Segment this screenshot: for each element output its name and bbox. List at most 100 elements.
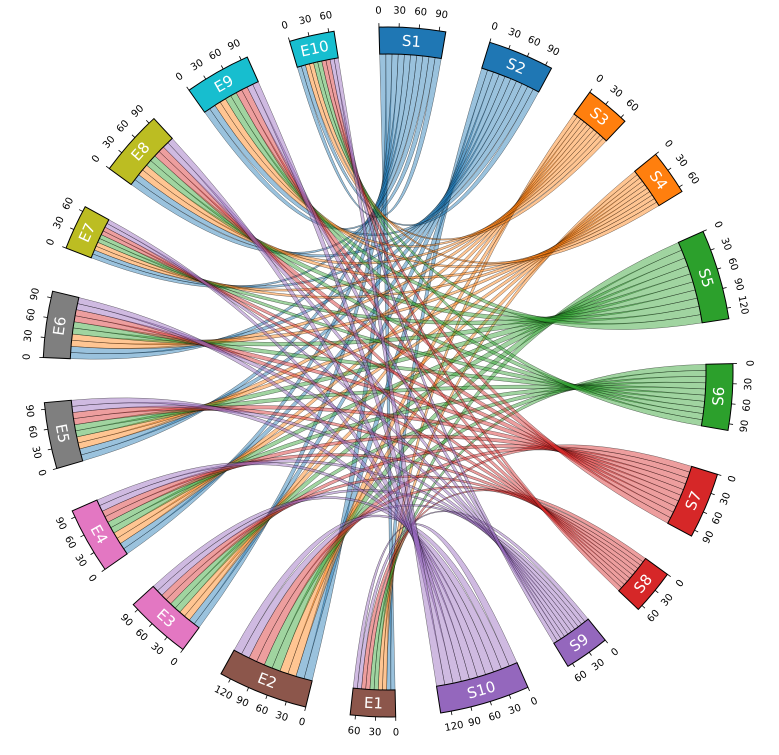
tick-label-s10-30: 30: [507, 703, 523, 718]
tick-mark-s9-60: [572, 663, 575, 668]
segment-s5: [677, 230, 730, 324]
tick-label-e9-60: 60: [207, 47, 223, 63]
tick-label-s9-30: 30: [590, 657, 607, 673]
tick-label-e6-60: 60: [25, 308, 38, 322]
tick-mark-s8-0: [667, 573, 671, 577]
tick-mark-s9-0: [604, 639, 609, 644]
tick-mark-e4-0: [101, 569, 106, 572]
tick-label-e3-60: 60: [133, 627, 150, 644]
tick-label-e2-90: 90: [234, 695, 250, 710]
tick-mark-s10-120: [450, 711, 453, 716]
tick-label-s10-120: 120: [444, 720, 465, 734]
tick-label-e2-60: 60: [254, 703, 270, 718]
tick-mark-s2-60: [527, 52, 530, 57]
tick-mark-s7-90: [694, 529, 699, 533]
segment-label-e6: E6: [49, 315, 69, 336]
tick-mark-s4-0: [655, 151, 659, 155]
tick-label-e6-0: 0: [22, 353, 33, 360]
tick-mark-e2-120: [228, 678, 231, 683]
tick-mark-s5-90: [722, 287, 727, 289]
tick-mark-e3-0: [180, 649, 184, 653]
tick-label-e4-90: 90: [53, 516, 68, 532]
tick-mark-s8-30: [654, 589, 659, 594]
segment-s10: [435, 661, 529, 714]
tick-mark-s4-60: [678, 184, 683, 188]
tick-label-e5-0: 0: [35, 468, 47, 477]
tick-mark-e7-60: [78, 209, 83, 212]
tick-label-e8-30: 30: [101, 134, 118, 151]
tick-mark-s3-30: [605, 101, 609, 105]
tick-mark-s10-90: [470, 706, 473, 711]
tick-mark-e2-60: [265, 695, 268, 700]
tick-label-s10-0: 0: [529, 696, 539, 709]
segment-s8: [618, 557, 669, 611]
tick-label-e3-30: 30: [148, 641, 165, 658]
tick-label-s2-0: 0: [490, 21, 499, 33]
tick-mark-e3-30: [164, 636, 168, 641]
tick-label-s7-60: 60: [710, 510, 725, 526]
tick-label-s10-60: 60: [487, 710, 502, 724]
tick-label-e6-90: 90: [29, 287, 42, 302]
tick-label-s5-0: 0: [711, 220, 724, 230]
tick-mark-s10-60: [489, 701, 492, 706]
segment-s4: [633, 153, 683, 207]
tick-label-s7-90: 90: [701, 529, 717, 545]
segment-e2: [220, 649, 313, 708]
tick-mark-e10-0: [288, 37, 290, 42]
tick-mark-e6-90: [47, 296, 52, 299]
segment-s2: [481, 41, 553, 93]
tick-mark-s8-60: [641, 605, 646, 609]
tick-mark-s5-60: [717, 267, 722, 270]
tick-label-e9-90: 90: [226, 38, 242, 53]
segment-e7: [65, 206, 110, 259]
tick-mark-e8-60: [131, 134, 136, 138]
segment-label-s6: S6: [709, 386, 728, 406]
tick-label-e3-0: 0: [168, 656, 180, 669]
tick-label-s7-0: 0: [727, 474, 739, 483]
segment-label-e2: E2: [255, 669, 279, 693]
tick-mark-s5-30: [710, 248, 715, 251]
segment-e6: [42, 290, 80, 360]
tick-label-s9-0: 0: [609, 646, 621, 659]
tick-mark-e3-90: [134, 609, 139, 613]
tick-mark-s5-0: [702, 229, 707, 232]
tick-label-s4-30: 30: [673, 153, 689, 170]
tick-label-s2-90: 90: [545, 43, 561, 59]
tick-label-s5-60: 60: [725, 257, 739, 272]
segment-e1: [349, 687, 397, 718]
segment-s9: [553, 618, 606, 668]
tick-label-e7-0: 0: [45, 237, 58, 247]
tick-mark-e2-0: [304, 706, 307, 712]
tick-label-s1-0: 0: [375, 6, 382, 17]
tick-label-s3-60: 60: [623, 97, 640, 114]
tick-label-s8-0: 0: [674, 578, 687, 590]
tick-label-s10-90: 90: [467, 716, 482, 730]
tick-label-s6-90: 90: [739, 419, 752, 433]
tick-mark-s9-30: [588, 652, 592, 656]
tick-label-s4-0: 0: [662, 138, 675, 150]
tick-label-e1-30: 30: [368, 727, 381, 738]
tick-label-e10-60: 60: [319, 10, 333, 23]
segment-label-e10: E10: [299, 37, 331, 61]
segment-e10: [288, 30, 339, 68]
tick-label-e7-60: 60: [61, 196, 77, 212]
tick-mark-e8-30: [118, 149, 122, 153]
tick-mark-e4-30: [90, 552, 95, 555]
links-layer: [70, 53, 707, 691]
tick-label-e1-0: 0: [393, 727, 400, 738]
tick-mark-e8-0: [105, 165, 110, 169]
tick-mark-e4-60: [80, 534, 85, 538]
tick-mark-e2-30: [284, 701, 287, 706]
tick-mark-e5-60: [43, 428, 48, 431]
tick-label-s9-60: 60: [573, 669, 590, 685]
tick-mark-e3-60: [149, 623, 153, 627]
segment-s3: [573, 91, 626, 142]
tick-label-s1-90: 90: [434, 9, 448, 22]
tick-mark-s2-30: [508, 44, 511, 49]
tick-label-s1-60: 60: [414, 6, 428, 18]
segment-label-s1: S1: [401, 32, 421, 51]
tick-label-e4-60: 60: [62, 534, 78, 550]
tick-mark-s2-90: [545, 61, 548, 66]
